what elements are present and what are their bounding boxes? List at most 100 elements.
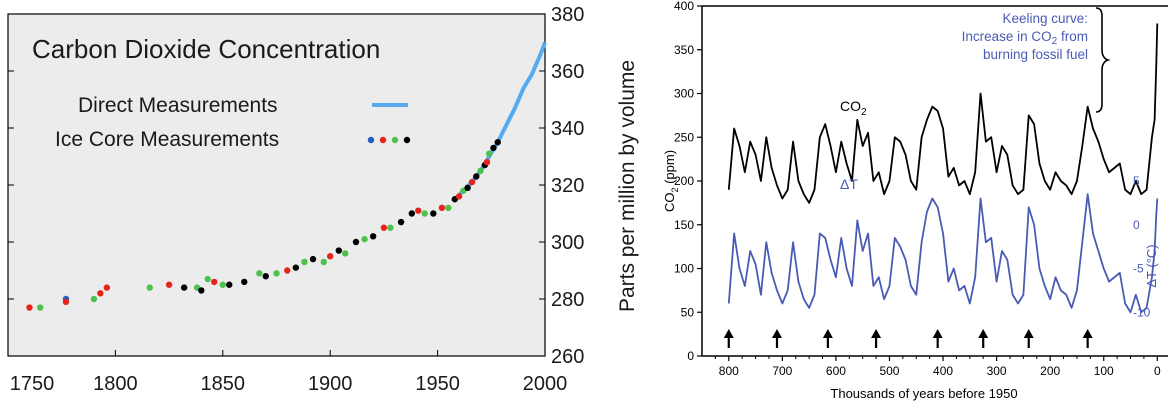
interglacial-arrows bbox=[723, 329, 1093, 348]
ice-core-point bbox=[473, 173, 480, 180]
y-tick-label: 260 bbox=[551, 346, 584, 368]
y2-axis-ticks: 5 0 -5 -10 bbox=[1133, 174, 1151, 319]
keeling-annotation: Keeling curve: Increase in CO2 from burn… bbox=[962, 7, 1111, 113]
y-tick-label: 100 bbox=[674, 262, 694, 276]
ice-core-point bbox=[26, 304, 33, 311]
ice-core-point bbox=[262, 273, 269, 280]
x-tick-label: 800 bbox=[719, 364, 739, 378]
y-axis-label: Parts per million by volume bbox=[616, 60, 639, 312]
data-series bbox=[26, 41, 547, 311]
x-tick-label: 700 bbox=[772, 364, 792, 378]
legend-icecore-swatch bbox=[367, 136, 411, 144]
ice-core-point bbox=[468, 178, 476, 186]
x-tick-label: 2000 bbox=[523, 373, 568, 395]
x-tick-label: 0 bbox=[1154, 364, 1161, 378]
ice-core-point bbox=[198, 287, 205, 294]
ice-core-point bbox=[438, 204, 446, 211]
y-tick-label: 350 bbox=[674, 43, 694, 57]
ice-core-point bbox=[211, 278, 218, 286]
ice-core-point bbox=[256, 270, 263, 277]
co2-series-line bbox=[727, 23, 1159, 204]
x-tick-label: 1850 bbox=[201, 373, 246, 395]
co2-series-label: CO2 bbox=[840, 98, 867, 118]
ice-core-point bbox=[284, 267, 291, 274]
legend-ice-core-dot bbox=[367, 136, 375, 144]
ice-core-point bbox=[226, 281, 233, 288]
ice-core-point bbox=[309, 255, 317, 263]
x-tick-label: 500 bbox=[879, 364, 899, 378]
dt-series-line bbox=[727, 193, 1159, 314]
y-tick-label: 300 bbox=[674, 87, 694, 101]
y2-tick-label: 5 bbox=[1133, 174, 1140, 188]
ice-core-point bbox=[90, 295, 98, 303]
ice-core-point bbox=[483, 159, 491, 166]
y-tick-label: 200 bbox=[674, 174, 694, 188]
ice-core-point bbox=[204, 275, 211, 283]
x-axis-ticks: 800 700 600 500 400 300 200 100 0 bbox=[714, 356, 1161, 378]
ice-core-point bbox=[352, 238, 360, 246]
x-tick-label: 600 bbox=[826, 364, 846, 378]
ice-core-point bbox=[37, 304, 44, 311]
ice-core-point bbox=[445, 204, 452, 211]
y-tick-label: 320 bbox=[551, 175, 584, 197]
x-tick-label: 300 bbox=[987, 364, 1007, 378]
x-tick-label: 100 bbox=[1094, 364, 1114, 378]
legend-ice-core-dot bbox=[391, 136, 399, 144]
x-tick-label: 1800 bbox=[93, 373, 138, 395]
x-tick-label: 400 bbox=[933, 364, 953, 378]
arrow-head bbox=[978, 329, 989, 338]
y-tick-label: 50 bbox=[681, 305, 695, 319]
y-tick-label: 360 bbox=[551, 61, 584, 83]
ice-core-point bbox=[387, 224, 394, 231]
ice-core-point bbox=[380, 224, 388, 231]
plot-background bbox=[7, 13, 546, 357]
ice-core-point bbox=[165, 281, 173, 288]
y2-tick-label: -5 bbox=[1133, 262, 1144, 276]
ice-core-point bbox=[415, 207, 422, 214]
ice-core-point bbox=[62, 298, 70, 306]
y-tick-label: 340 bbox=[551, 118, 584, 140]
keeling-line-2: Increase in CO2 from bbox=[962, 29, 1088, 47]
ice-core-point bbox=[273, 270, 280, 277]
ice-core-point bbox=[146, 284, 153, 291]
ice-core-point bbox=[397, 218, 405, 226]
y2-tick-label: 0 bbox=[1133, 218, 1140, 232]
keeling-line-1: Keeling curve: bbox=[1002, 11, 1088, 26]
legend-icecore-label: Ice Core Measurements bbox=[55, 128, 279, 151]
ice-core-point bbox=[408, 210, 416, 217]
ice-core-point bbox=[494, 139, 501, 146]
keeling-line-3: burning fossil fuel bbox=[983, 47, 1088, 62]
y-tick-label: 150 bbox=[674, 218, 694, 232]
x-tick-label: 200 bbox=[1040, 364, 1060, 378]
y-tick-label: 250 bbox=[674, 130, 694, 144]
y-axis-label: CO2 (ppm) bbox=[662, 150, 680, 212]
legend-ice-core-dot bbox=[379, 136, 387, 144]
ice-core-point bbox=[342, 250, 349, 257]
x-tick-label: 1750 bbox=[10, 373, 55, 395]
ice-core-point bbox=[490, 144, 497, 152]
keeling-brace bbox=[1095, 7, 1111, 113]
co2-concentration-chart: Carbon Dioxide Concentration Direct Meas… bbox=[7, 4, 639, 395]
arrow-head bbox=[1082, 329, 1093, 338]
ice-core-point bbox=[301, 258, 308, 266]
ice-core-point bbox=[335, 247, 342, 254]
ice-core-point bbox=[292, 264, 300, 271]
ice-core-point bbox=[464, 184, 471, 192]
ice-core-point bbox=[455, 193, 463, 200]
legend-direct-label: Direct Measurements bbox=[78, 94, 278, 117]
ice-core-point bbox=[485, 150, 493, 157]
arrow-head bbox=[771, 329, 782, 338]
y2-tick-label: -10 bbox=[1133, 305, 1151, 319]
legend-ice-core-dot bbox=[403, 136, 411, 144]
arrow-head bbox=[723, 329, 734, 338]
ice-core-point bbox=[103, 284, 111, 291]
arrow-head bbox=[871, 329, 882, 338]
y-tick-label: 380 bbox=[551, 4, 584, 26]
data-series bbox=[727, 23, 1159, 314]
y2-axis-label: ΔT (°C) bbox=[1144, 244, 1159, 287]
y-axis-ticks: 260 280 300 320 340 360 380 bbox=[551, 4, 584, 368]
y-axis-ticks: 0 50 100 150 200 250 300 350 400 bbox=[674, 0, 702, 363]
ice-core-point bbox=[320, 258, 327, 266]
chart-title: Carbon Dioxide Concentration bbox=[32, 34, 380, 64]
